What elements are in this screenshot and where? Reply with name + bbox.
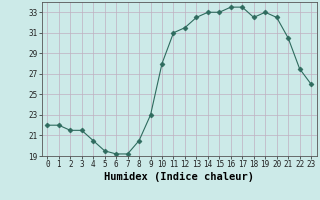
X-axis label: Humidex (Indice chaleur): Humidex (Indice chaleur) bbox=[104, 172, 254, 182]
